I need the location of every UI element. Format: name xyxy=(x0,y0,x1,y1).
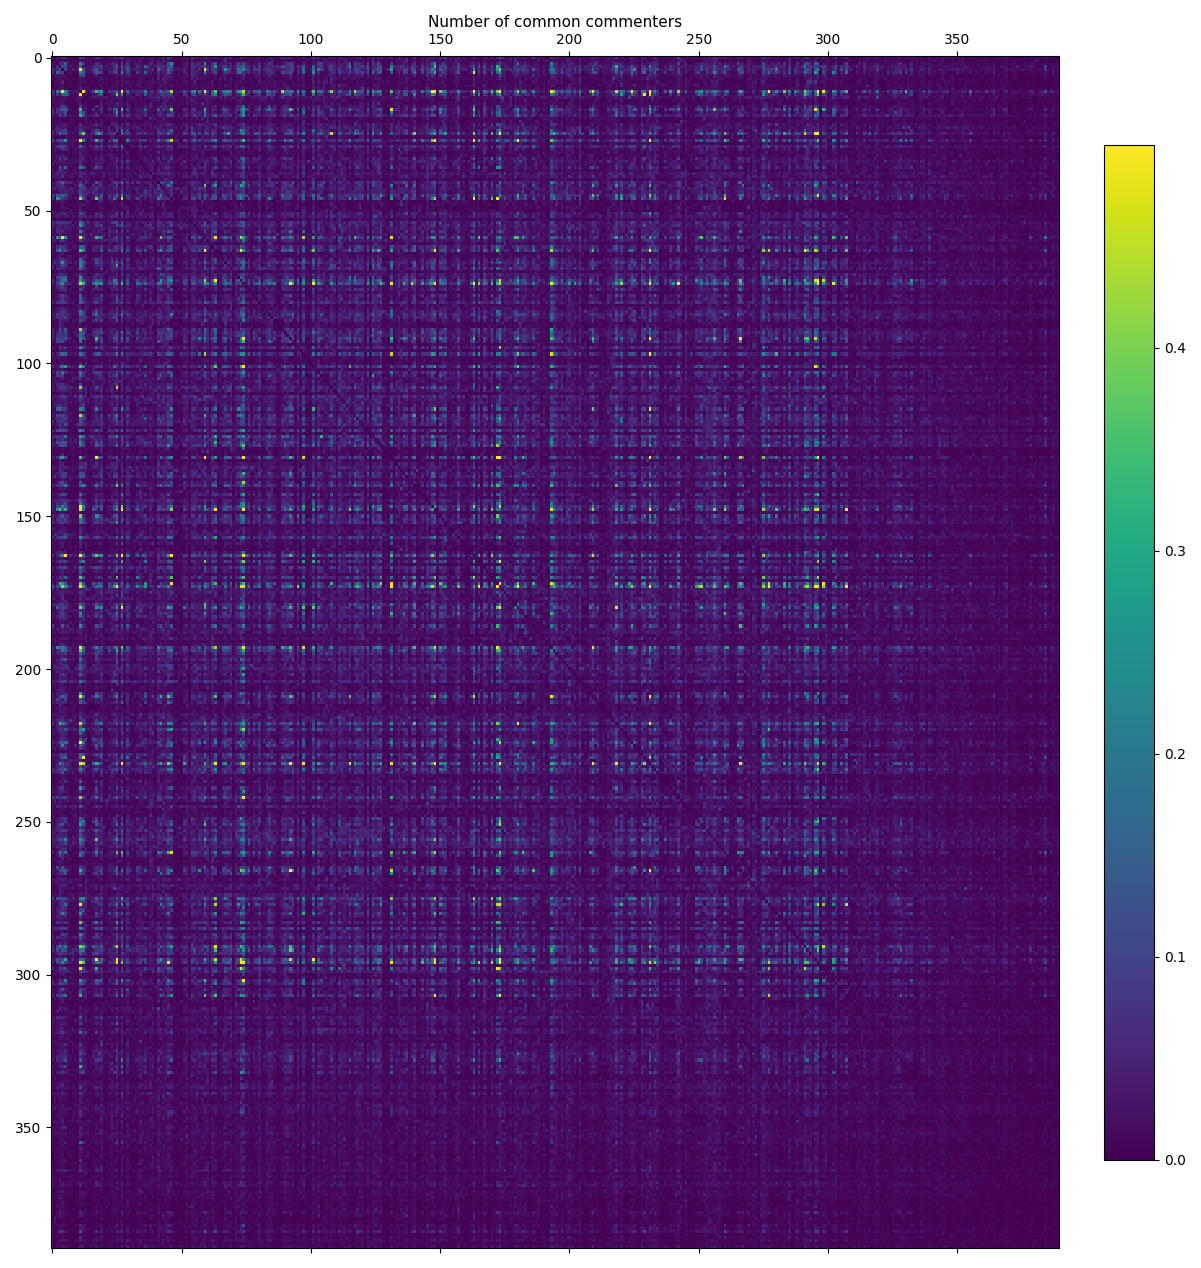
X-axis label: Number of common commenters: Number of common commenters xyxy=(429,15,682,30)
